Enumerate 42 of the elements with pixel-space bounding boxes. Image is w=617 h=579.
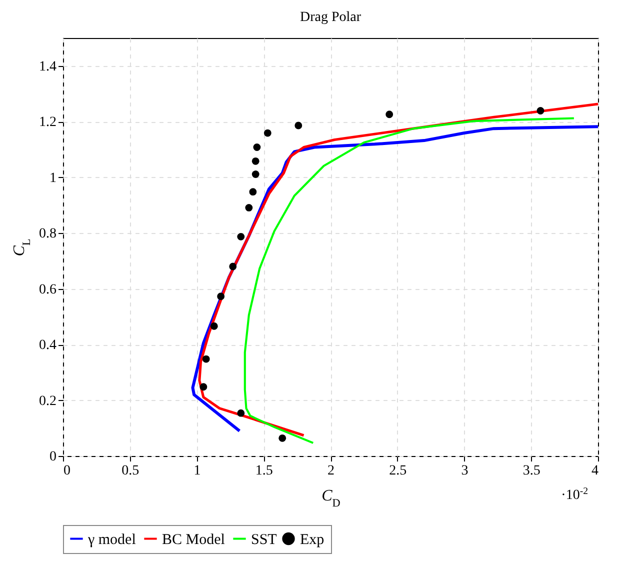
text: ·10$^{-2}$ (561, 486, 588, 503)
point (202, 355, 210, 363)
y-tick-label: 0.6 (39, 282, 56, 298)
point (200, 383, 208, 391)
point (536, 107, 544, 114)
y-tick-label: 0.8 (39, 226, 56, 242)
point (252, 170, 260, 178)
x-tick-label: 2.5 (389, 464, 407, 478)
point (237, 232, 245, 240)
x-tick-label: 0 (64, 464, 70, 478)
legend-label: BC Model (162, 532, 225, 548)
x-tick-label: 3 (461, 464, 468, 478)
x-tick-label: 0.5 (122, 464, 140, 478)
point (386, 110, 394, 118)
point (264, 129, 272, 137)
point (249, 188, 257, 196)
x-tick-label: 3.5 (522, 464, 540, 478)
legend-label: γ model (87, 532, 136, 548)
y-tick-label: 1.4 (39, 59, 56, 74)
chart-title: Drag Polar (300, 10, 362, 25)
point (278, 434, 286, 442)
point (294, 122, 302, 130)
point (245, 204, 253, 212)
line-series (244, 117, 575, 444)
point (210, 322, 218, 330)
x-tick-label: 2 (328, 464, 334, 478)
y-tick-label: 1.2 (39, 115, 56, 130)
legend-label: SST (251, 532, 277, 548)
y-tick-label: 1 (50, 170, 56, 186)
point (237, 409, 245, 417)
x-tick-label: 4 (592, 464, 598, 478)
x-tick-label: 1 (194, 464, 201, 478)
point (217, 292, 225, 300)
x-tick-label: 1.5 (255, 464, 273, 478)
point (229, 262, 237, 270)
x-axis-title: C$_{D}$ (322, 488, 340, 510)
y-tick-label: 0 (50, 450, 56, 464)
point (252, 157, 260, 165)
y-tick-label: 0.4 (39, 338, 56, 354)
y-tick-label: 0.2 (39, 394, 56, 409)
legend-label: Exp (300, 532, 324, 548)
point (253, 144, 261, 151)
